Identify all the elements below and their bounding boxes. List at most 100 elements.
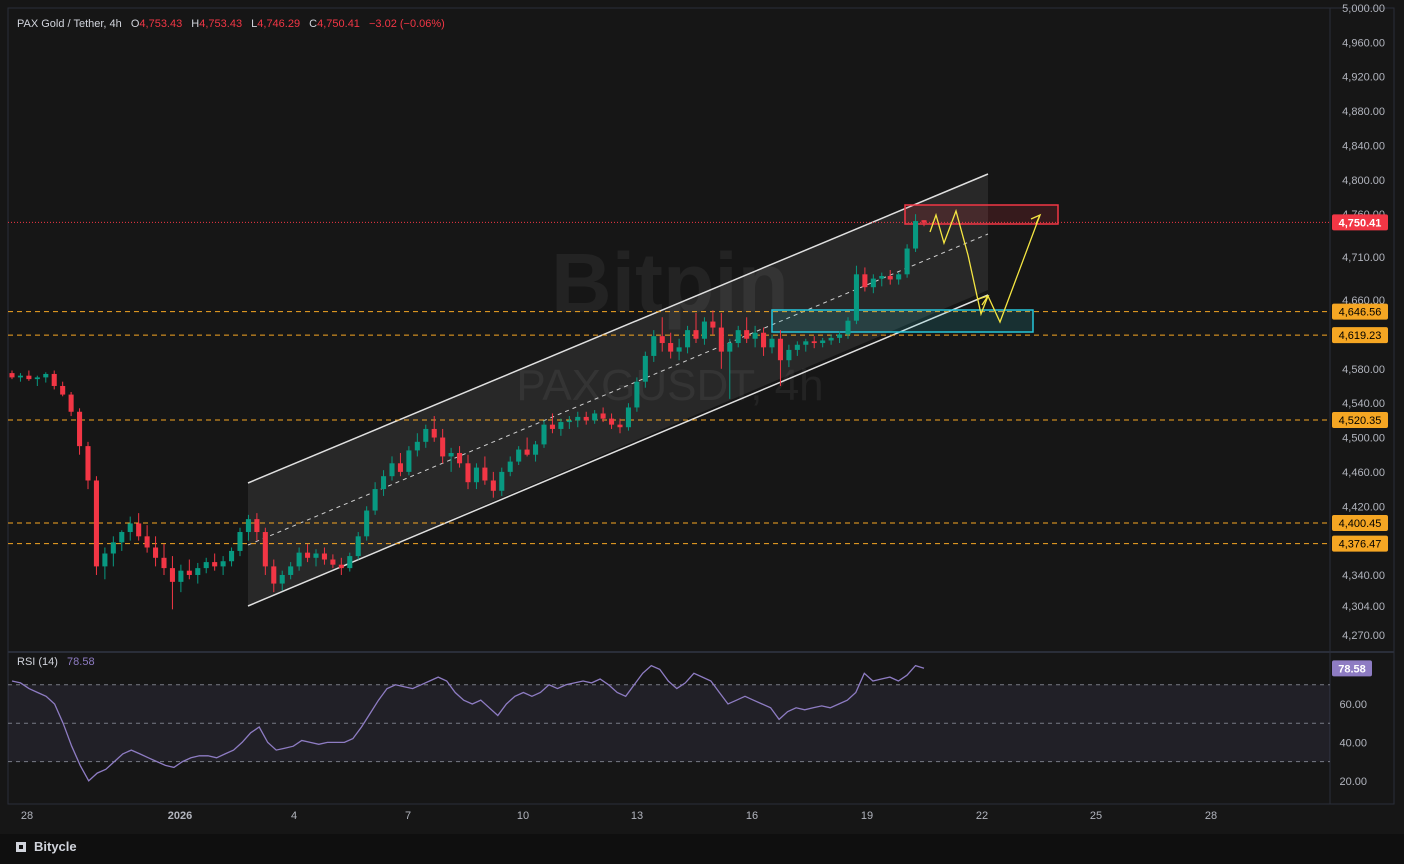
candle-body (609, 418, 615, 425)
candle-body (794, 344, 800, 350)
level-price-badge (1332, 327, 1388, 344)
candle-body (921, 220, 927, 223)
candle-body (507, 461, 513, 472)
candle-body (786, 349, 792, 361)
candle-body (313, 553, 319, 558)
level-price-label: 4,376.47 (1339, 539, 1382, 551)
time-tick-label: 25 (1090, 810, 1102, 822)
candle-body (9, 373, 15, 378)
open-value: 4,753.43 (139, 18, 183, 30)
ascending-channel (247, 173, 989, 607)
candle-body (93, 480, 99, 567)
candle-body (803, 341, 809, 345)
candle-body (541, 424, 547, 445)
candle-body (43, 373, 49, 378)
candle-body (423, 428, 429, 442)
price-tick-label: 4,710.00 (1342, 252, 1385, 264)
candle-body (533, 444, 539, 455)
price-tick-label: 4,420.00 (1342, 501, 1385, 513)
candle-body (659, 336, 665, 344)
price-tick-label: 4,340.00 (1342, 570, 1385, 582)
candle-body (60, 385, 66, 395)
price-tick-label: 4,460.00 (1342, 467, 1385, 479)
candle-body (212, 562, 218, 567)
high-label: H (191, 18, 200, 30)
brand-name: Bitycle (34, 839, 77, 854)
rsi-label: RSI (14) (17, 656, 58, 668)
candle-body (381, 476, 387, 490)
rsi-tick-label: 20.00 (1339, 776, 1367, 788)
candle-body (153, 547, 159, 558)
price-tick-label: 4,304.00 (1342, 601, 1385, 613)
candle-body (735, 330, 741, 344)
time-tick-label: 2026 (168, 810, 192, 822)
candle-body (431, 428, 437, 438)
low-label: L (251, 18, 258, 30)
price-tick-label: 4,500.00 (1342, 433, 1385, 445)
open-label: O (130, 18, 140, 30)
candle-body (828, 337, 834, 341)
channel-median-line (247, 233, 989, 546)
price-tick-label: 5,000.00 (1342, 3, 1385, 15)
candle-body (701, 321, 707, 339)
candle-body (499, 471, 505, 491)
time-tick-label: 19 (861, 810, 873, 822)
brand-logo[interactable]: Bitycle (14, 839, 77, 854)
candle-body (524, 449, 530, 455)
candle-body (862, 274, 868, 288)
candle-body (837, 334, 843, 338)
price-tick-label: 4,800.00 (1342, 175, 1385, 187)
level-price-badge (1332, 515, 1388, 532)
candle-body (777, 338, 783, 361)
projection-arrow-head (1030, 213, 1042, 225)
candle-body (617, 424, 623, 428)
watermark-title: Bitpin (551, 236, 789, 330)
candle-body (237, 532, 243, 551)
rsi-legend: RSI (14) 78.58 (17, 656, 95, 668)
rsi-tick-label: 40.00 (1339, 737, 1367, 749)
candle-body (262, 532, 268, 567)
level-price-badge (1332, 535, 1388, 552)
level-price-label: 4,619.23 (1339, 330, 1382, 342)
current-price-label: 4,750.41 (1339, 217, 1382, 229)
candle-body (625, 407, 631, 428)
candle-body (17, 375, 23, 378)
candle-body (752, 332, 758, 339)
candle-body (127, 523, 133, 533)
candle-body (600, 413, 606, 419)
candle-body (288, 566, 294, 575)
close-label: C (309, 18, 318, 30)
candle-body (583, 416, 589, 421)
candle-body (245, 519, 251, 533)
price-tick-label: 4,960.00 (1342, 37, 1385, 49)
candle-body (406, 450, 412, 472)
candle-body (887, 276, 893, 280)
candle-body (305, 552, 311, 558)
candle-body (102, 553, 108, 567)
candle-body (279, 574, 285, 584)
rsi-band-fill (8, 684, 1330, 762)
channel-upper-line (247, 173, 989, 484)
candle-body (85, 446, 91, 481)
candle-body (896, 274, 902, 280)
candle-body (34, 377, 40, 380)
rsi-line (11, 664, 925, 782)
candle-body (575, 416, 581, 421)
candle-body (321, 553, 327, 560)
level-price-badge (1332, 303, 1388, 320)
candle-body (457, 452, 463, 464)
symbol-title: PAX Gold / Tether, 4h (17, 18, 122, 30)
candle-body (364, 510, 370, 537)
panel-border (7, 7, 1395, 805)
level-price-label: 4,646.56 (1339, 307, 1382, 319)
candle-body (490, 480, 496, 491)
candle-body (220, 561, 226, 567)
candle-body (465, 463, 471, 483)
resistance-zone (904, 204, 1059, 225)
price-tick-label: 4,880.00 (1342, 106, 1385, 118)
candle-body (119, 532, 125, 543)
candle-body (566, 420, 572, 423)
candle-body (634, 381, 640, 408)
